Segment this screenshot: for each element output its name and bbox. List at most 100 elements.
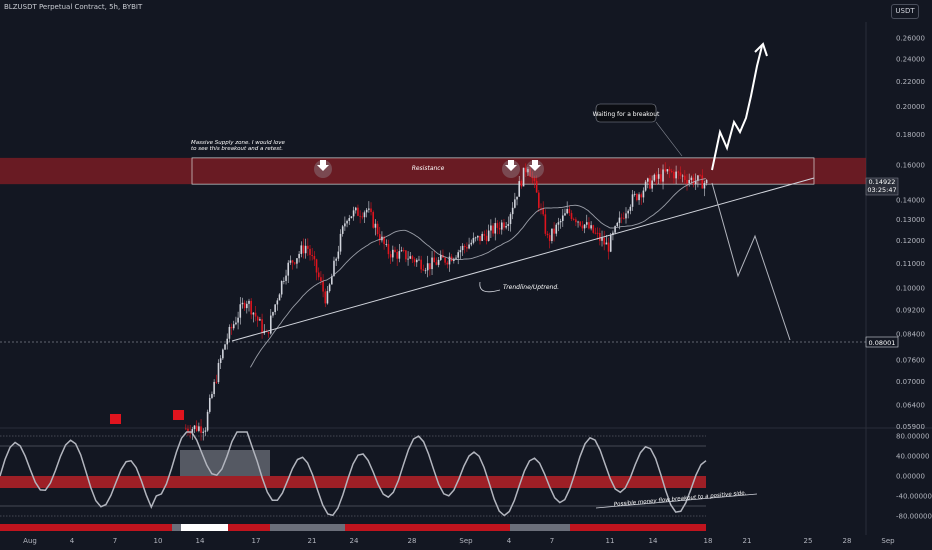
- candle-body: [518, 181, 521, 197]
- candle-body: [385, 244, 388, 245]
- candle-body: [640, 194, 643, 198]
- candle-body: [407, 258, 409, 260]
- candle-body: [472, 237, 475, 243]
- time-tick-label: 10: [154, 537, 163, 545]
- candle-body: [623, 217, 625, 219]
- candle-body: [418, 259, 420, 261]
- candle-body: [241, 302, 244, 305]
- candle-body: [313, 256, 316, 260]
- candle-body: [531, 176, 534, 179]
- candle-body: [614, 226, 616, 233]
- price-tick-label: 0.26000: [896, 35, 925, 43]
- target-price-value: 0.08001: [869, 339, 896, 347]
- time-tick-label: Aug: [23, 537, 37, 545]
- candle-body: [372, 212, 375, 228]
- candle-body: [222, 349, 224, 359]
- candle-body: [524, 167, 527, 173]
- candle-body: [322, 281, 324, 292]
- candle-body: [642, 190, 645, 198]
- candle-body: [250, 300, 252, 315]
- candle-body: [324, 291, 327, 304]
- candle-body: [601, 237, 603, 241]
- candle-body: [509, 214, 512, 225]
- candle-body: [575, 219, 577, 223]
- candle-body: [468, 244, 470, 249]
- candle-body: [402, 250, 405, 252]
- candle-body: [477, 235, 479, 238]
- candle-body: [400, 250, 403, 252]
- bullish-arrowhead: [754, 42, 768, 57]
- candle-body: [690, 177, 693, 180]
- osc-tick-label: -80.00000: [896, 513, 932, 521]
- candle-body: [514, 199, 516, 208]
- candle-body: [487, 230, 490, 241]
- candle-body: [422, 269, 425, 271]
- time-tick-label: 28: [843, 537, 852, 545]
- time-tick-label: 11: [606, 537, 615, 545]
- candle-body: [276, 300, 279, 305]
- time-tick-label: 18: [704, 537, 713, 545]
- candle-body: [433, 257, 436, 263]
- price-tick-label: 0.07000: [896, 378, 925, 386]
- candle-body: [655, 174, 658, 179]
- supply-note-line2: to see this breakout and a retest.: [191, 146, 283, 152]
- candle-body: [588, 222, 590, 229]
- candle-body: [208, 397, 211, 412]
- price-tick-label: 0.16000: [896, 162, 925, 170]
- resistance-box: [191, 157, 815, 185]
- candle-body: [561, 215, 564, 222]
- candle-body: [352, 210, 355, 217]
- candle-body: [496, 223, 499, 228]
- currency-button[interactable]: USDT: [891, 4, 919, 19]
- signal-flag: [110, 414, 121, 424]
- candle-body: [259, 319, 261, 321]
- down-arrow-icon: [529, 160, 541, 171]
- osc-tick-label: 40.00000: [896, 453, 929, 461]
- candle-body: [500, 222, 503, 230]
- price-tick-label: 0.18000: [896, 131, 925, 139]
- candle-body: [592, 225, 595, 233]
- candle-body: [296, 258, 298, 264]
- candle-body: [219, 358, 222, 363]
- candle-body: [590, 225, 592, 229]
- candle-body: [692, 177, 695, 185]
- candle-body: [378, 234, 381, 241]
- candle-body: [546, 233, 549, 236]
- candle-body: [463, 245, 466, 248]
- candle-body: [568, 208, 571, 214]
- trendline-arrow: [479, 281, 501, 293]
- candle-body: [185, 428, 187, 430]
- candle-body: [538, 192, 540, 208]
- candle-body: [206, 411, 209, 431]
- candle-body: [699, 175, 701, 177]
- candle-body: [583, 224, 586, 229]
- candle-body: [657, 174, 660, 179]
- candle-body: [315, 259, 318, 273]
- candle-body: [470, 242, 473, 245]
- time-tick-label: 28: [408, 537, 417, 545]
- candle-body: [577, 221, 579, 223]
- target-price-box: [865, 336, 899, 348]
- candle-body: [607, 242, 610, 252]
- candle-body: [679, 172, 682, 176]
- candle-body: [618, 217, 621, 223]
- candle-body: [232, 324, 235, 329]
- current-price-box: [865, 177, 899, 196]
- candle-body: [585, 222, 588, 225]
- signal-flag: [173, 410, 184, 420]
- candle-body: [193, 425, 196, 430]
- price-tick-label: 0.07600: [896, 357, 925, 365]
- candle-body: [280, 280, 283, 295]
- candle-body: [293, 262, 296, 264]
- current-price-value: 0.14922: [869, 178, 896, 186]
- price-tick-label: 0.20000: [896, 103, 925, 111]
- candle-body: [398, 251, 401, 259]
- candle-body: [555, 224, 558, 234]
- candle-body: [633, 193, 636, 195]
- candle-body: [354, 207, 357, 211]
- candle-body: [254, 312, 257, 317]
- candle-body: [455, 257, 457, 259]
- candle-body: [389, 254, 392, 258]
- candle-body: [215, 381, 218, 383]
